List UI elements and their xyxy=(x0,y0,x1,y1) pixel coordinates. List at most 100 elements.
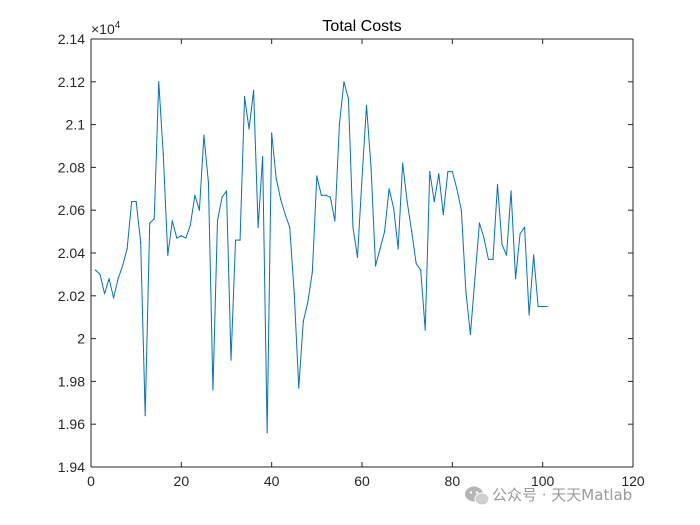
x-tick-label-4: 80 xyxy=(445,473,461,489)
data-point xyxy=(469,333,471,335)
chart-title: Total Costs xyxy=(322,18,401,35)
data-point xyxy=(207,181,210,183)
data-point xyxy=(271,132,273,134)
y-tick-label-0: 1.94 xyxy=(58,459,85,475)
data-point xyxy=(447,171,449,173)
data-point xyxy=(519,233,521,235)
data-point xyxy=(501,243,503,246)
data-point xyxy=(429,171,431,173)
y-tick-label-5: 2.04 xyxy=(58,245,85,261)
data-point xyxy=(171,220,173,222)
y-axis-exponent: ×104 xyxy=(91,20,121,37)
x-tick-label-2: 40 xyxy=(264,473,280,489)
data-point xyxy=(487,258,490,261)
data-point xyxy=(262,156,264,158)
data-point xyxy=(103,293,106,295)
axis-ticks xyxy=(90,38,634,468)
data-point xyxy=(126,248,128,250)
data-point xyxy=(510,190,512,192)
data-point xyxy=(370,166,372,168)
data-point xyxy=(243,96,246,98)
data-point xyxy=(325,194,327,196)
data-point xyxy=(514,278,517,280)
data-point xyxy=(248,128,250,130)
data-point xyxy=(528,314,530,316)
data-point xyxy=(546,305,548,308)
watermark: 公众号 · 天天Matlab xyxy=(465,486,632,506)
data-point xyxy=(99,273,101,275)
data-point xyxy=(438,173,440,175)
data-point xyxy=(451,171,453,173)
x-tick-label-1: 20 xyxy=(174,473,190,489)
data-point xyxy=(284,213,286,216)
y-tick-label-9: 2.12 xyxy=(58,74,85,90)
data-point xyxy=(415,263,417,265)
data-point xyxy=(135,201,137,203)
data-point xyxy=(131,201,133,203)
data-point xyxy=(411,231,413,233)
data-point xyxy=(117,278,119,280)
data-point xyxy=(465,290,467,293)
x-tick-label-6: 120 xyxy=(621,473,645,489)
axis-tick-labels: 0 20 40 60 80 100 120 1.94 1.96 1.98 2 2.02 2.04 2.06… xyxy=(58,31,645,489)
data-point xyxy=(356,256,359,258)
data-point xyxy=(140,241,142,243)
data-point xyxy=(108,278,110,280)
data-point xyxy=(393,207,395,209)
data-point xyxy=(397,248,399,250)
y-tick-label-10: 2.14 xyxy=(58,31,85,47)
y-tick-label-8: 2.1 xyxy=(66,117,86,133)
y-tick-label-2: 1.98 xyxy=(58,373,85,389)
data-point xyxy=(420,269,422,271)
data-point xyxy=(311,271,313,273)
data-point xyxy=(216,220,219,222)
data-point xyxy=(149,222,151,224)
y-tick-label-1: 1.96 xyxy=(58,416,85,432)
watermark-text: 公众号 · 天天Matlab xyxy=(492,486,632,504)
data-point xyxy=(347,98,350,100)
data-point xyxy=(257,226,259,228)
exponent-power: 4 xyxy=(115,20,121,31)
data-point xyxy=(122,265,124,267)
data-point xyxy=(225,190,228,192)
data-point xyxy=(329,196,331,198)
data-point xyxy=(442,213,444,216)
data-point xyxy=(433,201,435,203)
y-tick-label-3: 2 xyxy=(77,331,85,347)
data-point xyxy=(158,81,160,83)
data-point xyxy=(343,81,345,83)
data-point xyxy=(230,359,232,361)
data-point xyxy=(334,220,336,222)
data-point xyxy=(460,209,462,211)
data-point xyxy=(293,293,295,295)
plot-area xyxy=(91,39,633,467)
data-point xyxy=(478,222,481,224)
data-point xyxy=(280,198,282,201)
data-point xyxy=(365,104,368,106)
data-point xyxy=(239,239,241,241)
data-point xyxy=(194,194,196,196)
data-point xyxy=(388,188,390,190)
data-point xyxy=(180,235,182,237)
y-tick-label-4: 2.02 xyxy=(58,288,85,304)
data-point xyxy=(352,226,354,228)
data-point xyxy=(379,248,381,250)
data-point xyxy=(424,329,426,331)
data-point xyxy=(320,194,322,196)
data-point xyxy=(198,209,200,211)
data-point xyxy=(302,320,304,323)
data-point xyxy=(176,237,178,239)
data-point xyxy=(524,226,526,228)
data-point xyxy=(234,239,237,241)
data-point xyxy=(505,254,508,256)
data-point xyxy=(153,218,155,220)
data-point xyxy=(474,278,476,280)
data-point xyxy=(374,265,377,267)
data-point xyxy=(167,254,169,256)
data-point xyxy=(456,188,458,190)
exponent-base: ×10 xyxy=(91,21,115,37)
x-tick-label-0: 0 xyxy=(87,473,95,489)
data-point xyxy=(307,301,309,303)
data-point xyxy=(361,177,363,179)
